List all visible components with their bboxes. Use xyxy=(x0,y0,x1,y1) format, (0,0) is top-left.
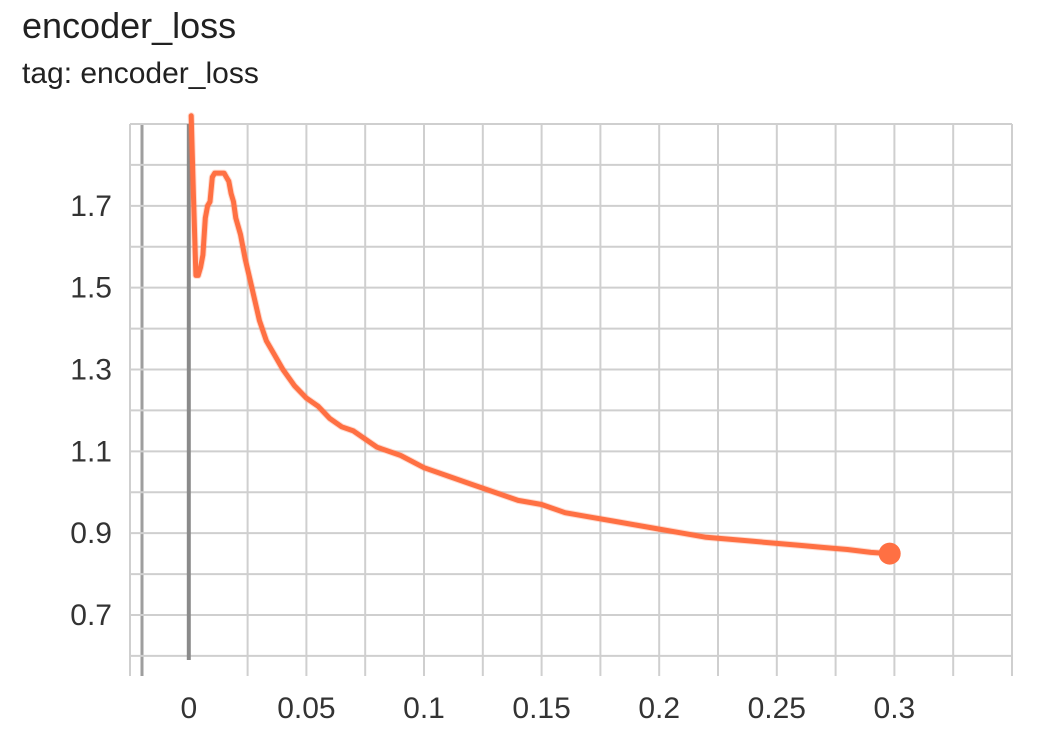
x-tick-label: 0 xyxy=(180,692,197,725)
y-tick-label: 0.7 xyxy=(70,599,112,632)
y-tick-label: 1.7 xyxy=(70,190,112,223)
x-tick-label: 0.25 xyxy=(748,692,806,725)
x-tick-label: 0.1 xyxy=(403,692,445,725)
x-axis-tick-labels: 0 0.05 0.1 0.15 0.2 0.25 0.3 xyxy=(180,692,915,725)
vertical-gridlines xyxy=(129,124,1013,676)
x-tick-label: 0.15 xyxy=(512,692,570,725)
x-tick-label: 0.3 xyxy=(874,692,916,725)
y-tick-label: 1.3 xyxy=(70,353,112,386)
y-tick-label: 1.5 xyxy=(70,272,112,305)
last-point-marker[interactable] xyxy=(878,542,901,565)
y-tick-label: 1.1 xyxy=(70,435,112,468)
horizontal-gridlines xyxy=(130,123,1012,657)
series-line xyxy=(188,113,893,557)
chart-tag-subtitle: tag: encoder_loss xyxy=(22,57,259,90)
y-axis-tick-labels: 0.7 0.9 1.1 1.3 1.5 1.7 xyxy=(70,190,112,632)
x-tick-label: 0.2 xyxy=(638,692,680,725)
y-tick-label: 0.9 xyxy=(70,517,112,550)
series-raw-line xyxy=(187,112,894,558)
series-group xyxy=(187,112,901,565)
chart-title: encoder_loss xyxy=(22,5,237,46)
x-tick-label: 0.05 xyxy=(277,692,335,725)
